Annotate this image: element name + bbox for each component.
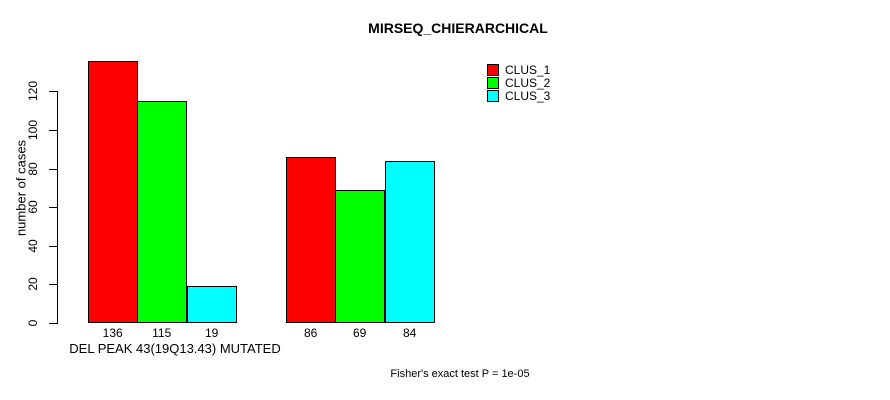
y-tick xyxy=(49,245,57,247)
y-tick xyxy=(49,130,57,131)
y-tick xyxy=(49,207,57,209)
y-tick-label: 80 xyxy=(26,161,40,176)
legend-row: CLUS_2 xyxy=(487,76,551,91)
y-tick-label: 120 xyxy=(26,81,40,102)
y-axis-label: number of cases xyxy=(13,139,29,237)
y-tick-label: 100 xyxy=(26,119,40,141)
legend-swatch xyxy=(487,77,499,90)
y-tick xyxy=(49,91,57,93)
legend: CLUS_1 CLUS_2 CLUS_3 xyxy=(487,63,550,103)
bar xyxy=(137,101,187,323)
y-tick xyxy=(49,284,57,286)
legend-row: CLUS_3 xyxy=(487,90,550,103)
bar-value-label: 69 xyxy=(353,326,367,340)
legend-label: CLUS_3 xyxy=(505,89,551,104)
bar-value-label: 136 xyxy=(102,326,123,340)
bar-value-label: 86 xyxy=(304,326,318,340)
bar xyxy=(88,60,138,323)
bar xyxy=(286,157,336,323)
bar-value-label: 115 xyxy=(152,326,172,340)
legend-swatch xyxy=(487,63,499,76)
y-tick-label: 20 xyxy=(26,277,40,292)
x-axis-group-label: DEL PEAK 43(19Q13.43) MUTATED xyxy=(69,341,281,356)
bar xyxy=(385,160,435,323)
y-tick-label: 0 xyxy=(26,319,40,327)
y-tick-label: 60 xyxy=(26,200,40,214)
bar xyxy=(187,286,237,323)
legend-label: CLUS_1 xyxy=(505,62,551,77)
legend-label: CLUS_2 xyxy=(505,76,551,91)
y-tick xyxy=(49,168,57,170)
chart-title: MIRSEQ_CHIERARCHICAL xyxy=(368,20,548,36)
stats-annotation: Fisher's exact test P = 1e-05 xyxy=(390,368,530,380)
y-tick xyxy=(49,323,57,324)
y-tick-label: 40 xyxy=(26,239,40,253)
bar xyxy=(335,189,385,323)
legend-swatch xyxy=(487,90,499,103)
legend-row: CLUS_1 xyxy=(487,63,550,76)
bar-value-label: 19 xyxy=(205,326,219,340)
y-axis-line xyxy=(57,91,58,324)
bar-value-label: 84 xyxy=(403,326,417,340)
